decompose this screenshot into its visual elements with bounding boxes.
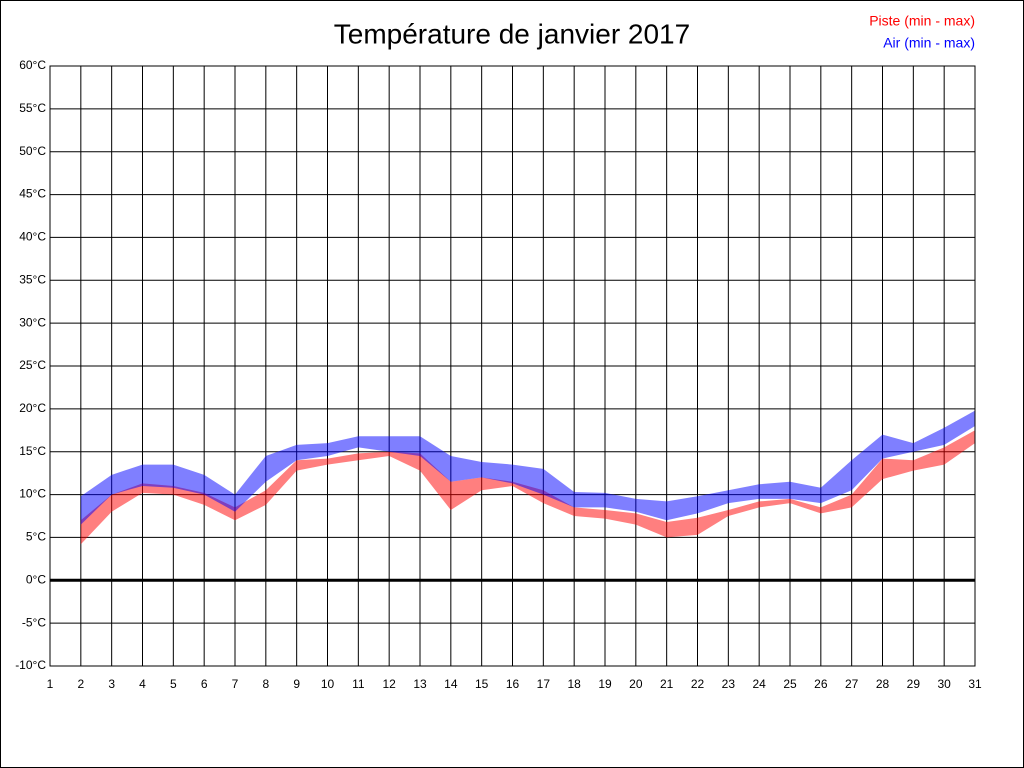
x-tick-label: 2	[77, 677, 84, 691]
x-tick-label: 22	[691, 677, 705, 691]
x-tick-label: 20	[629, 677, 643, 691]
x-tick-label: 9	[293, 677, 300, 691]
legend-label: Piste (min - max)	[869, 13, 975, 29]
y-tick-label: -5°C	[22, 615, 46, 629]
x-tick-label: 15	[475, 677, 489, 691]
x-tick-label: 6	[201, 677, 208, 691]
y-tick-label: -10°C	[15, 658, 46, 672]
y-tick-label: 50°C	[19, 144, 46, 158]
legend-label: Air (min - max)	[883, 35, 975, 51]
plot-area: 1 2 3 4 5 6 7 8 9 10 11 12 13 14 15 16 17 18 19 20 21 22 23 24 2…	[15, 58, 982, 691]
y-tick-label: 35°C	[19, 272, 46, 286]
x-tick-label: 27	[845, 677, 859, 691]
y-tick-label: 30°C	[19, 315, 46, 329]
x-tick-label: 14	[444, 677, 458, 691]
x-tick-label: 17	[537, 677, 551, 691]
range-band	[80, 410, 976, 525]
y-tick-label: 20°C	[19, 401, 46, 415]
x-tick-label: 25	[783, 677, 797, 691]
x-tick-label: 8	[262, 677, 269, 691]
x-tick-label: 28	[876, 677, 890, 691]
y-tick-label: 60°C	[19, 58, 46, 72]
y-tick-label: 5°C	[26, 530, 46, 544]
x-tick-label: 7	[232, 677, 239, 691]
y-tick-label: 10°C	[19, 487, 46, 501]
y-tick-label: 15°C	[19, 444, 46, 458]
x-tick-label: 31	[968, 677, 982, 691]
chart-title: Température de janvier 2017	[334, 18, 690, 49]
x-tick-label: 4	[139, 677, 146, 691]
x-tick-label: 26	[814, 677, 828, 691]
y-tick-label: 45°C	[19, 187, 46, 201]
y-tick-label: 55°C	[19, 101, 46, 115]
x-tick-label: 29	[907, 677, 921, 691]
x-tick-label: 13	[413, 677, 427, 691]
x-tick-label: 24	[752, 677, 766, 691]
x-tick-label: 3	[108, 677, 115, 691]
x-tick-label: 21	[660, 677, 674, 691]
x-tick-label: 12	[382, 677, 396, 691]
x-tick-label: 16	[506, 677, 520, 691]
x-tick-label: 1	[47, 677, 54, 691]
x-tick-label: 5	[170, 677, 177, 691]
x-tick-label: 10	[321, 677, 335, 691]
plot-border	[49, 65, 976, 667]
x-tick-label: 19	[598, 677, 612, 691]
y-tick-label: 0°C	[26, 572, 46, 586]
y-tick-label: 40°C	[19, 230, 46, 244]
x-tick-label: 18	[567, 677, 581, 691]
x-tick-label: 11	[352, 677, 365, 691]
x-tick-label: 23	[722, 677, 736, 691]
y-tick-label: 25°C	[19, 358, 46, 372]
x-tick-label: 30	[937, 677, 951, 691]
